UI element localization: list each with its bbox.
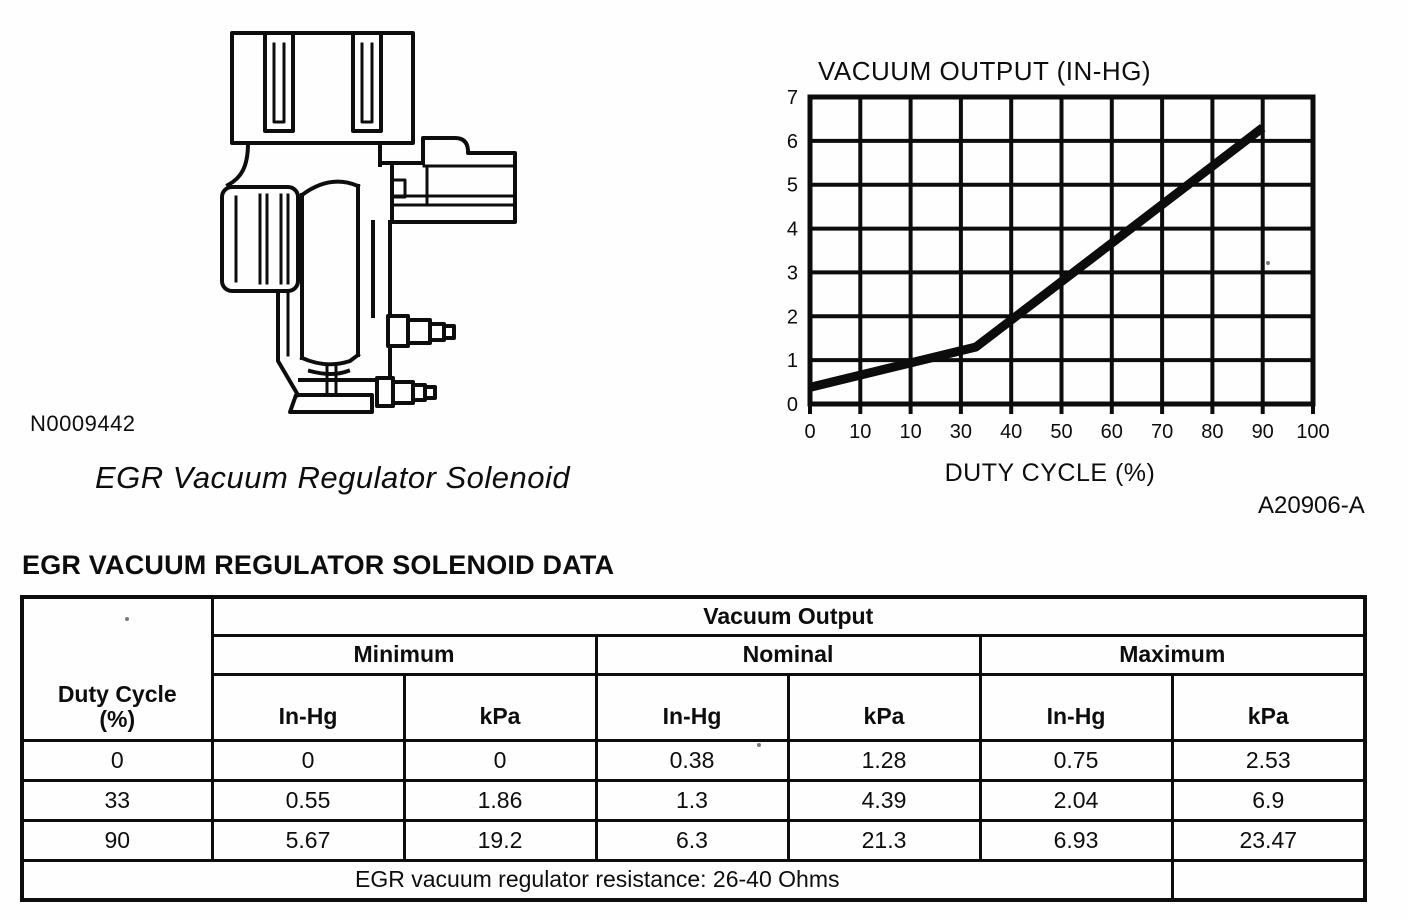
table-cell: 0.55 bbox=[210, 778, 406, 822]
svg-text:50: 50 bbox=[1050, 421, 1072, 440]
svg-text:1: 1 bbox=[787, 350, 798, 372]
table-cell: 2.04 bbox=[978, 778, 1174, 822]
unit-header: kPa bbox=[786, 672, 982, 742]
figure-ref: A20906-A bbox=[1258, 492, 1365, 519]
duty-cycle-axis-label: DUTY CYCLE (%) bbox=[944, 459, 1156, 487]
span-header-vacuum-output: Vacuum Output bbox=[210, 595, 1367, 637]
scan-speckle bbox=[757, 743, 761, 747]
mounting-bracket bbox=[390, 136, 517, 224]
svg-text:2: 2 bbox=[787, 306, 798, 328]
svg-text:0: 0 bbox=[804, 421, 815, 440]
table-cell: 1.28 bbox=[786, 738, 982, 782]
connector-slot-left bbox=[263, 35, 295, 133]
footer-note: EGR vacuum regulator resistance: 26-40 O… bbox=[20, 858, 1174, 902]
unit-header: In-Hg bbox=[978, 672, 1174, 742]
svg-text:10: 10 bbox=[899, 421, 921, 440]
table-cell: 1.86 bbox=[402, 778, 598, 822]
table-cell: 0 bbox=[210, 738, 406, 782]
table-cell: 21.3 bbox=[786, 818, 982, 862]
connector-slot-right bbox=[351, 35, 383, 133]
table-cell: 0.38 bbox=[594, 738, 790, 782]
chart-data-line bbox=[808, 124, 1266, 392]
svg-text:10: 10 bbox=[849, 421, 871, 440]
unit-header: In-Hg bbox=[594, 672, 790, 742]
corner-header-line2: (%) bbox=[99, 706, 136, 733]
solenoid-left-cap bbox=[220, 185, 300, 293]
vacuum-output-chart: 0 10 10 30 40 50 60 70 80 90 100 0 1 2 3 4 5 6 7 bbox=[770, 87, 1370, 443]
solenoid-neck bbox=[225, 140, 251, 188]
group-header-nominal: Nominal bbox=[594, 633, 982, 676]
solenoid-cylinder bbox=[299, 179, 361, 198]
svg-text:90: 90 bbox=[1252, 421, 1274, 440]
table-cell: 33 bbox=[20, 778, 214, 822]
svg-text:40: 40 bbox=[1000, 421, 1022, 440]
unit-header: In-Hg bbox=[210, 672, 406, 742]
scan-speckle bbox=[125, 617, 129, 621]
group-header-maximum: Maximum bbox=[978, 633, 1367, 676]
table-cell: 23.47 bbox=[1170, 818, 1367, 862]
table-cell: 19.2 bbox=[402, 818, 598, 862]
solenoid-drawing-svg bbox=[220, 31, 517, 414]
table-cell: 4.39 bbox=[786, 778, 982, 822]
chart-title: VACUUM OUTPUT (IN-HG) bbox=[818, 56, 1152, 86]
table-cell: 6.3 bbox=[594, 818, 790, 862]
unit-header: kPa bbox=[402, 672, 598, 742]
svg-text:100: 100 bbox=[1296, 421, 1329, 440]
svg-text:30: 30 bbox=[950, 421, 972, 440]
vacuum-output-plot: 0 10 10 30 40 50 60 70 80 90 100 0 1 2 3 4 5 6 7 bbox=[787, 87, 1330, 443]
scan-speckle bbox=[1266, 261, 1270, 265]
egr-solenoid-data-table: Duty Cycle (%) Vacuum Output Minimum Nom… bbox=[20, 595, 1368, 902]
svg-text:80: 80 bbox=[1201, 421, 1223, 440]
solenoid-skirt bbox=[276, 289, 301, 398]
table-row: 0 0 0 0.38 1.28 0.75 2.53 bbox=[20, 738, 1367, 782]
table-title: EGR VACUUM REGULATOR SOLENOID DATA bbox=[22, 550, 615, 580]
connector-housing bbox=[230, 31, 415, 145]
table-cell: 6.93 bbox=[978, 818, 1174, 862]
table-cell: 2.53 bbox=[1170, 738, 1367, 782]
svg-text:60: 60 bbox=[1101, 421, 1123, 440]
table-row: 33 0.55 1.86 1.3 4.39 2.04 6.9 bbox=[20, 778, 1367, 822]
group-header-minimum: Minimum bbox=[210, 633, 598, 676]
corner-header-duty-cycle: Duty Cycle (%) bbox=[20, 595, 214, 742]
table-row: 90 5.67 19.2 6.3 21.3 6.93 23.47 bbox=[20, 818, 1367, 862]
table-cell: 0 bbox=[402, 738, 598, 782]
svg-text:7: 7 bbox=[787, 88, 798, 109]
svg-text:70: 70 bbox=[1151, 421, 1173, 440]
figure-caption: EGR Vacuum Regulator Solenoid bbox=[95, 460, 571, 495]
svg-text:0: 0 bbox=[787, 394, 798, 416]
table-cell: 90 bbox=[20, 818, 214, 862]
unit-header: kPa bbox=[1170, 672, 1367, 742]
table-cell: 0.75 bbox=[978, 738, 1174, 782]
table-cell: 1.3 bbox=[594, 778, 790, 822]
table-cell: 5.67 bbox=[210, 818, 406, 862]
figure-part-number: N0009442 bbox=[30, 411, 136, 436]
lower-hose-barb bbox=[375, 376, 395, 408]
svg-text:5: 5 bbox=[787, 175, 798, 197]
upper-hose-barb bbox=[386, 314, 410, 348]
solenoid-drawing bbox=[140, 25, 540, 437]
bracket-attach bbox=[378, 141, 425, 165]
svg-text:4: 4 bbox=[787, 219, 798, 241]
svg-text:6: 6 bbox=[787, 131, 798, 153]
table-cell: 0 bbox=[20, 738, 214, 782]
table-cell: 6.9 bbox=[1170, 778, 1367, 822]
corner-header-line1: Duty Cycle bbox=[57, 680, 177, 707]
footer-empty-cell bbox=[1170, 858, 1367, 902]
svg-text:3: 3 bbox=[787, 262, 798, 284]
